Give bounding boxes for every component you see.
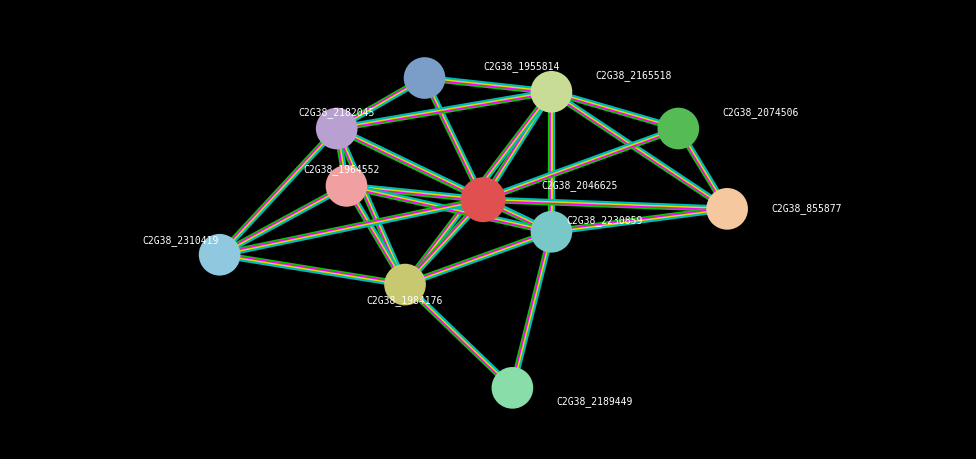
Point [475, 196, 491, 203]
Text: C2G38_855877: C2G38_855877 [771, 203, 841, 214]
Point [505, 384, 520, 392]
Point [719, 205, 735, 213]
Point [671, 125, 686, 132]
Text: C2G38_2230859: C2G38_2230859 [566, 215, 642, 226]
Text: C2G38_2074506: C2G38_2074506 [722, 107, 798, 118]
Point [544, 88, 559, 95]
Point [212, 251, 227, 258]
Text: C2G38_1964552: C2G38_1964552 [304, 164, 380, 175]
Point [417, 74, 432, 82]
Text: C2G38_1955814: C2G38_1955814 [483, 61, 559, 72]
Text: C2G38_2310419: C2G38_2310419 [142, 235, 219, 246]
Point [544, 228, 559, 235]
Point [329, 125, 345, 132]
Text: C2G38_2046625: C2G38_2046625 [542, 180, 618, 191]
Text: C2G38_2182045: C2G38_2182045 [299, 107, 375, 118]
Text: C2G38_1984176: C2G38_1984176 [367, 295, 443, 306]
Text: C2G38_2189449: C2G38_2189449 [556, 396, 632, 407]
Text: C2G38_2165518: C2G38_2165518 [595, 70, 671, 81]
Point [397, 281, 413, 288]
Point [339, 182, 354, 190]
